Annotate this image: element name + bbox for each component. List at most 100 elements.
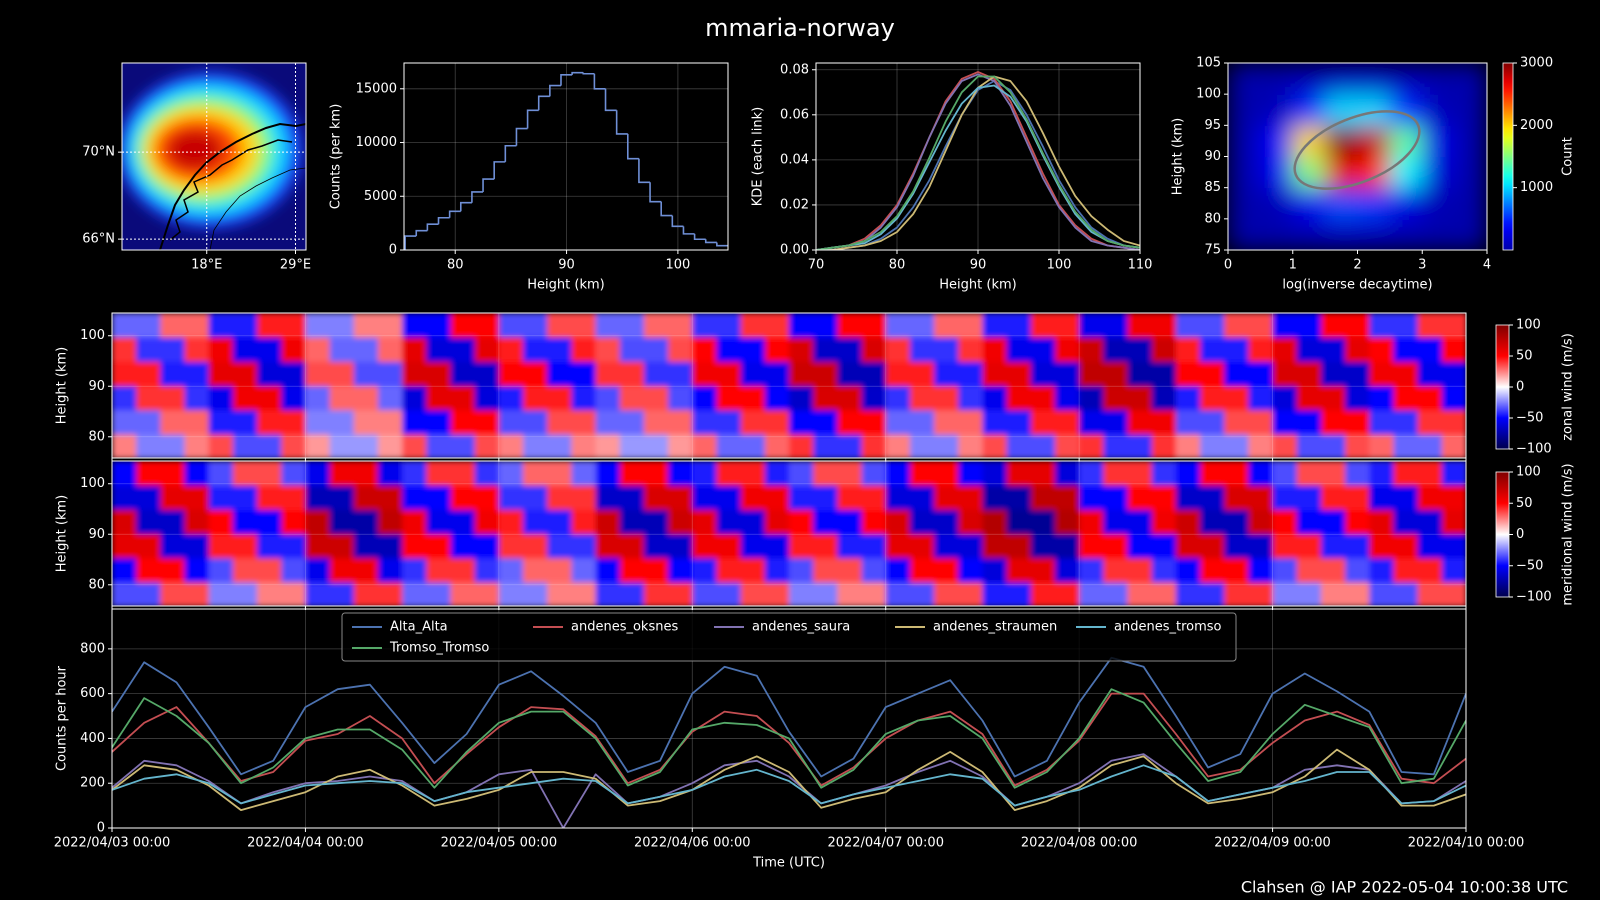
heatmap-cell [740,337,766,362]
heatmap-cell [1151,361,1177,387]
colorbar-tick-label: −50 [1516,558,1543,573]
heatmap-cell [281,557,307,583]
heatmap-cell [1441,361,1466,387]
heatmap-cell [909,485,935,510]
heatmap-cell [909,533,935,559]
heatmap-cell [450,361,476,387]
heatmap-cell [112,461,137,486]
heatmap-cell [1296,533,1322,559]
heatmap-cell [1103,485,1129,510]
heatmap-cell [257,361,282,387]
heatmap-cell [1345,581,1370,606]
y-tick-label: 15000 [356,81,397,96]
histogram-step [471,191,484,203]
heatmap-cell [474,337,500,362]
heatmap-cell [1369,581,1395,606]
y-axis-label: Height (km) [55,347,70,424]
x-tick-label: 2022/04/09 00:00 [1214,836,1331,851]
heatmap-cell [813,337,838,362]
heatmap-cell [595,409,621,435]
heatmap-cell [1260,218,1294,250]
heatmap-cell [1369,557,1395,583]
heatmap-cell [885,485,911,510]
histogram-step [537,95,550,111]
heatmap-cell [619,361,645,387]
heatmap-cell [837,557,863,583]
heatmap-cell [813,509,838,535]
heatmap-cell [1369,461,1395,486]
heatmap-cell [1224,461,1249,486]
heatmap-cell [329,485,355,510]
heatmap-cell [257,533,282,559]
heatmap-cell [329,557,355,583]
heatmap-cell [1175,485,1201,510]
heatmap-cell [1320,557,1346,583]
heatmap-cell [377,461,403,486]
x-tick-label: 70 [808,258,825,273]
heatmap-cell [668,509,693,535]
heatmap-cell [136,433,161,458]
heatmap-cell [523,581,548,606]
heatmap-cell [668,385,693,411]
histogram-step [682,226,695,235]
heatmap-cell [909,313,935,338]
heatmap-cell [1345,337,1370,362]
heatmap-cell [861,313,887,338]
x-axis-label: Time (UTC) [752,856,825,871]
heatmap-cell [764,557,790,583]
heatmap-cell [184,557,210,583]
colorbar-tick-label: 100 [1516,465,1541,480]
heatmap-cell [668,409,693,435]
heatmap-cell [402,433,427,458]
heatmap-cell [1200,361,1225,387]
heatmap-cell [547,485,572,510]
heatmap [1228,63,1487,250]
heatmap-cell [498,509,524,535]
heatmap-cell [764,409,790,435]
y-tick-label: 70°N [82,145,115,160]
heatmap-cell [1103,409,1129,435]
heatmap-cell [1175,461,1201,486]
heatmap-cell [716,509,742,535]
heatmap-cell [643,361,669,387]
heatmap-cell [934,337,959,362]
heatmap-cell [1248,485,1274,510]
heatmap-cell [837,337,863,362]
heatmap-cell [1103,557,1129,583]
heatmap-cell [1320,433,1346,458]
heatmap-cell [885,385,911,411]
heatmap-cell [1345,385,1370,411]
heatmap-cell [1175,385,1201,411]
heatmap-cell [1127,361,1153,387]
heatmap-cell [523,509,548,535]
heatmap-cell [982,385,1008,411]
heatmap-cell [1272,461,1298,486]
heatmap-cell [1054,581,1080,606]
heatmap-cell [1224,557,1249,583]
heatmap-cell [474,385,500,411]
heatmap-cell [692,461,718,486]
heatmap-cell [281,409,307,435]
legend-label: Tromso_Tromso [389,641,489,656]
histogram-step [549,84,561,97]
colorbar-tick-label: 3000 [1520,56,1553,71]
histogram-step [649,182,662,203]
heatmap-cell [257,485,282,510]
heatmap-cell [643,533,669,559]
heatmap-cell [450,581,476,606]
heatmap-cell [1127,313,1153,338]
heatmap-cell [257,509,282,535]
colorbar-label: zonal wind (m/s) [1561,333,1576,441]
heatmap-cell [595,433,621,458]
heatmap-cell [1441,557,1466,583]
heatmap-cell [1260,125,1294,158]
heatmap-cell [257,385,282,411]
heatmap-cell [692,433,718,458]
heatmap-cell [1248,433,1274,458]
heatmap-cell [305,581,331,606]
heatmap-cell [184,485,210,510]
heatmap-cell [764,581,790,606]
heatmap-cell [1151,509,1177,535]
heatmap-cell [1079,337,1104,362]
heatmap-cell [837,433,863,458]
